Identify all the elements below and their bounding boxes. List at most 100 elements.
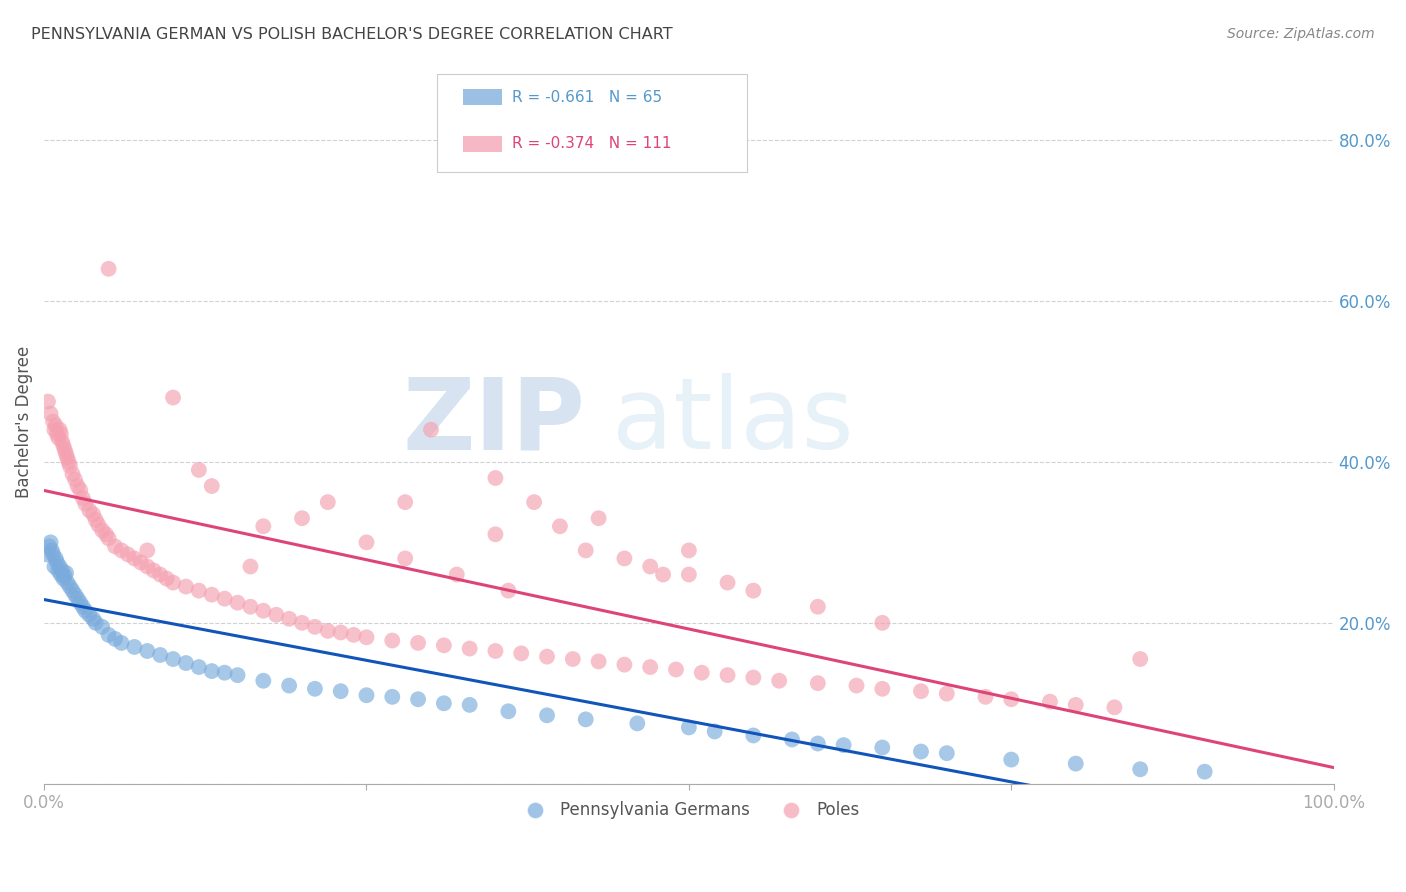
Point bbox=[304, 681, 326, 696]
Point bbox=[498, 583, 520, 598]
Point bbox=[536, 708, 558, 723]
Point bbox=[498, 704, 520, 718]
Text: R = -0.661   N = 65: R = -0.661 N = 65 bbox=[512, 90, 662, 104]
Point bbox=[1000, 753, 1022, 767]
Point bbox=[162, 575, 184, 590]
Point bbox=[52, 439, 75, 453]
Point bbox=[136, 644, 159, 658]
Text: ZIP: ZIP bbox=[404, 373, 586, 470]
Point bbox=[304, 620, 326, 634]
Point bbox=[316, 495, 339, 509]
Point bbox=[201, 664, 224, 678]
Text: R = -0.374   N = 111: R = -0.374 N = 111 bbox=[512, 136, 672, 151]
Point bbox=[381, 633, 404, 648]
Point bbox=[214, 591, 236, 606]
Bar bbox=[463, 136, 502, 152]
Point bbox=[278, 612, 301, 626]
Point bbox=[136, 559, 159, 574]
Point bbox=[484, 471, 506, 485]
Point bbox=[420, 423, 443, 437]
Point bbox=[406, 692, 429, 706]
Point bbox=[59, 458, 82, 473]
Point bbox=[104, 540, 127, 554]
Point bbox=[935, 687, 957, 701]
Point bbox=[910, 745, 932, 759]
Point bbox=[278, 679, 301, 693]
Point bbox=[291, 615, 314, 630]
Point bbox=[845, 679, 868, 693]
Point bbox=[1194, 764, 1216, 779]
Point bbox=[316, 624, 339, 638]
Point bbox=[53, 442, 76, 457]
Point bbox=[536, 649, 558, 664]
Point bbox=[433, 696, 456, 710]
Point bbox=[342, 628, 364, 642]
Point bbox=[149, 648, 172, 662]
Point bbox=[129, 556, 152, 570]
Point bbox=[872, 615, 894, 630]
Point bbox=[66, 591, 89, 606]
Point bbox=[1129, 762, 1152, 776]
Legend: Pennsylvania Germans, Poles: Pennsylvania Germans, Poles bbox=[512, 795, 866, 826]
Point bbox=[214, 665, 236, 680]
Point bbox=[187, 660, 209, 674]
Point bbox=[394, 495, 416, 509]
Point bbox=[104, 632, 127, 646]
Bar bbox=[463, 89, 502, 105]
Point bbox=[239, 559, 262, 574]
Point bbox=[1000, 692, 1022, 706]
Point bbox=[187, 583, 209, 598]
Point bbox=[44, 559, 66, 574]
Point bbox=[690, 665, 713, 680]
Point bbox=[638, 660, 661, 674]
Point bbox=[162, 391, 184, 405]
Point bbox=[226, 596, 249, 610]
Point bbox=[678, 720, 700, 734]
Text: atlas: atlas bbox=[612, 373, 853, 470]
Point bbox=[72, 491, 94, 505]
Point bbox=[63, 588, 86, 602]
Point bbox=[716, 668, 738, 682]
Point bbox=[264, 607, 287, 622]
Point bbox=[910, 684, 932, 698]
Text: Source: ZipAtlas.com: Source: ZipAtlas.com bbox=[1227, 27, 1375, 41]
Point bbox=[51, 434, 73, 449]
Point bbox=[484, 527, 506, 541]
Point bbox=[226, 668, 249, 682]
Point bbox=[174, 580, 197, 594]
Point bbox=[588, 511, 610, 525]
Point bbox=[124, 551, 146, 566]
Point bbox=[832, 738, 855, 752]
Point bbox=[42, 548, 65, 562]
Point bbox=[638, 559, 661, 574]
Point bbox=[91, 523, 114, 537]
Point bbox=[69, 483, 91, 497]
Point bbox=[75, 497, 97, 511]
Point bbox=[46, 564, 69, 578]
Point bbox=[548, 519, 571, 533]
Point bbox=[84, 513, 107, 527]
Point bbox=[252, 604, 274, 618]
Point bbox=[742, 671, 765, 685]
Point bbox=[97, 532, 120, 546]
Point bbox=[329, 684, 352, 698]
Point bbox=[665, 663, 688, 677]
Point bbox=[87, 517, 110, 532]
Point bbox=[39, 535, 62, 549]
Point bbox=[394, 551, 416, 566]
Point bbox=[626, 716, 648, 731]
Point bbox=[49, 426, 72, 441]
Point bbox=[187, 463, 209, 477]
Point bbox=[35, 548, 58, 562]
Point bbox=[41, 543, 63, 558]
Point bbox=[1064, 698, 1087, 712]
Point bbox=[77, 503, 100, 517]
Point bbox=[55, 447, 77, 461]
Point bbox=[82, 507, 104, 521]
Point bbox=[136, 543, 159, 558]
Point bbox=[124, 640, 146, 654]
Point bbox=[768, 673, 790, 688]
Point bbox=[780, 732, 803, 747]
Point bbox=[406, 636, 429, 650]
Text: PENNSYLVANIA GERMAN VS POLISH BACHELOR'S DEGREE CORRELATION CHART: PENNSYLVANIA GERMAN VS POLISH BACHELOR'S… bbox=[31, 27, 672, 42]
